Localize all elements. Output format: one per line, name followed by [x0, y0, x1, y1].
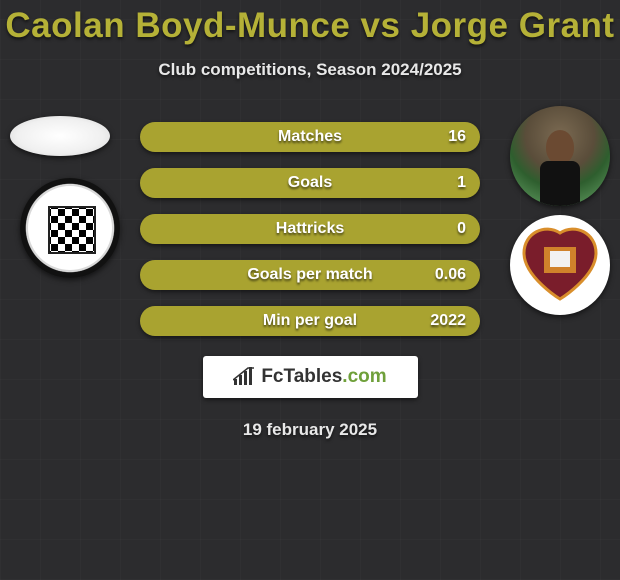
stat-row: Matches 16 — [140, 122, 480, 152]
brand-suffix: .com — [342, 366, 386, 387]
bar-chart-icon — [233, 367, 255, 387]
stat-row: Min per goal 2022 — [140, 306, 480, 336]
player-right-avatar — [510, 106, 610, 206]
brand-badge: FcTables.com — [203, 356, 418, 398]
page-title: Caolan Boyd-Munce vs Jorge Grant — [0, 6, 620, 46]
club-left-crest — [20, 178, 120, 278]
player-left-avatar — [10, 116, 110, 156]
stat-label: Goals per match — [247, 266, 372, 284]
subtitle: Club competitions, Season 2024/2025 — [0, 60, 620, 80]
stat-row: Goals 1 — [140, 168, 480, 198]
stat-label: Matches — [278, 128, 342, 146]
stat-label: Min per goal — [263, 312, 357, 330]
club-right-crest — [510, 215, 610, 315]
infographic: Caolan Boyd-Munce vs Jorge Grant Club co… — [0, 0, 620, 580]
stat-value: 0.06 — [435, 266, 466, 284]
stat-row: Hattricks 0 — [140, 214, 480, 244]
date-text: 19 february 2025 — [0, 420, 620, 440]
stat-value: 1 — [457, 174, 466, 192]
stat-row: Goals per match 0.06 — [140, 260, 480, 290]
stat-value: 2022 — [430, 312, 466, 330]
brand-name: FcTables — [261, 366, 342, 387]
brand-text: FcTables.com — [261, 366, 386, 388]
stat-label: Hattricks — [276, 220, 344, 238]
stat-label: Goals — [288, 174, 332, 192]
stat-value: 16 — [448, 128, 466, 146]
stat-value: 0 — [457, 220, 466, 238]
